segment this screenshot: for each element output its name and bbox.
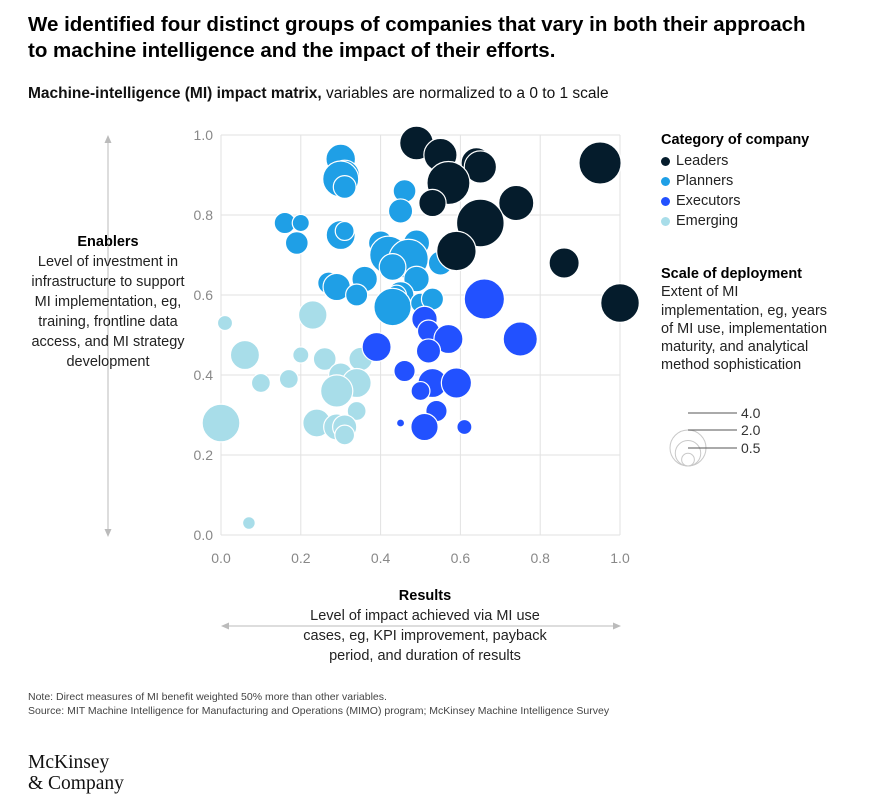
legend-dot-executors bbox=[661, 196, 670, 206]
x-axis-description: Level of impact achieved via MI use case… bbox=[303, 608, 547, 664]
bubble-emerging bbox=[297, 300, 328, 330]
x-axis-label: Results bbox=[398, 588, 452, 604]
bubble-emerging bbox=[250, 372, 271, 394]
x-tick-label: 1.0 bbox=[610, 550, 630, 566]
y-axis-arrow bbox=[104, 135, 112, 537]
y-axis-label: Enablers bbox=[77, 234, 139, 250]
bubble-leaders bbox=[463, 150, 498, 184]
legend-dot-planners bbox=[661, 176, 670, 186]
chart-subtitle-rest: variables are normalized to a 0 to 1 sca… bbox=[321, 85, 609, 102]
legend-item-executors: Executors bbox=[661, 191, 809, 211]
bubble-emerging bbox=[278, 368, 299, 390]
y-tick-label: 0.2 bbox=[194, 447, 214, 463]
scale-legend-title: Scale of deployment bbox=[661, 266, 803, 282]
y-tick-label: 0.4 bbox=[194, 367, 214, 383]
y-tick-label: 0.8 bbox=[194, 207, 214, 223]
note: Note: Direct measures of MI benefit weig… bbox=[28, 691, 387, 703]
bubble-leaders bbox=[418, 188, 447, 218]
scale-value-label: 0.5 bbox=[741, 440, 761, 456]
bubble-emerging bbox=[216, 314, 234, 332]
mckinsey-logo: McKinsey & Company bbox=[28, 752, 124, 794]
y-tick-label: 0.0 bbox=[194, 527, 214, 543]
legend-item-planners: Planners bbox=[661, 171, 809, 191]
bubble-emerging bbox=[241, 516, 256, 530]
x-tick-label: 0.2 bbox=[291, 550, 311, 566]
bubble-executors bbox=[410, 412, 439, 442]
bubble-leaders bbox=[548, 247, 580, 279]
bubble-emerging bbox=[334, 424, 356, 446]
scale-circle bbox=[681, 452, 695, 467]
bubble-executors bbox=[433, 323, 464, 355]
legend-label: Leaders bbox=[676, 153, 729, 169]
bubble-emerging bbox=[292, 346, 310, 364]
bubble-executors bbox=[415, 338, 442, 364]
footnotes: Note: Direct measures of MI benefit weig… bbox=[28, 690, 609, 718]
legend-label: Executors bbox=[676, 193, 741, 209]
bubble-planners bbox=[373, 287, 412, 327]
logo-line-2: & Company bbox=[28, 773, 124, 794]
bubbles bbox=[201, 125, 640, 530]
bubble-executors bbox=[463, 278, 506, 320]
x-axis-title: Results Level of impact achieved via MI … bbox=[290, 586, 560, 666]
bubble-planners bbox=[334, 220, 355, 242]
chart-subtitle: Machine-intelligence (MI) impact matrix,… bbox=[28, 85, 609, 103]
logo-line-1: McKinsey bbox=[28, 752, 110, 773]
legend-item-emerging: Emerging bbox=[661, 211, 809, 231]
bubble-executors bbox=[395, 418, 406, 428]
legend-dot-leaders bbox=[661, 156, 670, 166]
bubble-planners bbox=[345, 283, 369, 307]
chart-title: Machine-intelligence (MI) impact matrix, bbox=[28, 85, 322, 102]
bubble-executors bbox=[393, 359, 416, 383]
bubble-planners bbox=[387, 198, 414, 224]
bubble-emerging bbox=[201, 403, 241, 443]
bubble-leaders bbox=[578, 141, 622, 185]
y-tick-label: 0.6 bbox=[194, 287, 214, 303]
bubble-executors bbox=[361, 331, 392, 363]
bubble-executors bbox=[410, 380, 431, 402]
bubble-executors bbox=[502, 321, 538, 357]
y-axis-description: Level of investment in infrastructure to… bbox=[31, 254, 185, 370]
x-tick-labels: 0.0 0.2 0.4 0.6 0.8 1.0 bbox=[211, 550, 630, 566]
x-tick-label: 0.4 bbox=[371, 550, 391, 566]
legend-dot-emerging bbox=[661, 216, 670, 226]
x-tick-label: 0.8 bbox=[530, 550, 550, 566]
legend-item-leaders: Leaders bbox=[661, 151, 809, 171]
x-axis-arrow bbox=[221, 622, 621, 630]
headline: We identified four distinct groups of co… bbox=[28, 13, 806, 62]
scale-value-label: 4.0 bbox=[741, 405, 761, 421]
y-tick-label: 1.0 bbox=[194, 127, 214, 143]
legend-label: Planners bbox=[676, 173, 734, 189]
y-tick-labels: 0.0 0.2 0.4 0.6 0.8 1.0 bbox=[194, 127, 214, 543]
bubble-planners bbox=[378, 253, 407, 281]
scale-legend-description: Extent of MI implementation, eg, years o… bbox=[661, 284, 828, 374]
y-axis-title: Enablers Level of investment in infrastr… bbox=[28, 232, 188, 372]
source: Source: MIT Machine Intelligence for Man… bbox=[28, 705, 610, 717]
legend-label: Emerging bbox=[676, 213, 739, 229]
bubble-leaders bbox=[600, 283, 640, 323]
scale-legend: Scale of deployment Extent of MI impleme… bbox=[661, 265, 841, 375]
bubble-executors bbox=[440, 367, 473, 399]
legend-title: Category of company bbox=[661, 132, 810, 148]
scale-legend-circles: 4.02.0 0.5 bbox=[669, 405, 761, 467]
bubble-planners bbox=[291, 213, 310, 233]
x-tick-label: 0.0 bbox=[211, 550, 231, 566]
bubble-executors bbox=[456, 418, 473, 436]
bubble-emerging bbox=[320, 374, 354, 408]
bubble-emerging bbox=[346, 400, 367, 422]
bubble-emerging bbox=[312, 347, 337, 371]
bubble-planners bbox=[284, 231, 309, 255]
bubble-leaders bbox=[498, 184, 535, 222]
x-tick-label: 0.6 bbox=[451, 550, 471, 566]
bubble-leaders bbox=[436, 230, 477, 272]
category-legend: Category of company Leaders Planners Exe… bbox=[661, 132, 809, 231]
bubble-planners bbox=[332, 175, 357, 199]
bubble-emerging bbox=[229, 339, 261, 371]
scale-value-label: 2.0 bbox=[741, 422, 761, 438]
